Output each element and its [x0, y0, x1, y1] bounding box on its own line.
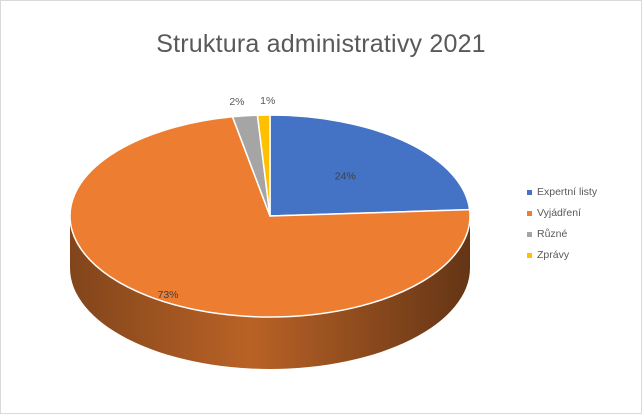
- data-label-0: 24%: [335, 171, 356, 183]
- legend-item-1: Vyjádření: [527, 203, 597, 224]
- legend-label-3: Zprávy: [537, 249, 570, 261]
- legend-label-2: Různé: [537, 228, 568, 240]
- pie-slice-1: [69, 116, 471, 318]
- legend-marker-1: [527, 210, 532, 216]
- legend-marker-3: [527, 252, 532, 258]
- legend-marker-0: [527, 189, 532, 195]
- pie-slice-side-1: [70, 216, 470, 369]
- legend-item-2: Různé: [527, 224, 597, 245]
- chart-title: Struktura administrativy 2021: [156, 30, 486, 58]
- data-label-2: 2%: [229, 96, 244, 108]
- legend-item-3: Zprávy: [527, 245, 597, 266]
- legend-label-1: Vyjádření: [537, 207, 581, 219]
- data-label-1: 73%: [157, 289, 178, 301]
- chart-legend: Expertní listy Vyjádření Různé Zprávy: [527, 182, 597, 266]
- legend-label-0: Expertní listy: [537, 186, 598, 198]
- data-label-3: 1%: [260, 95, 275, 107]
- pie-slice-0: [269, 114, 471, 217]
- legend-marker-2: [527, 231, 532, 237]
- legend-item-0: Expertní listy: [527, 182, 597, 203]
- pie-slice-3: [256, 114, 271, 217]
